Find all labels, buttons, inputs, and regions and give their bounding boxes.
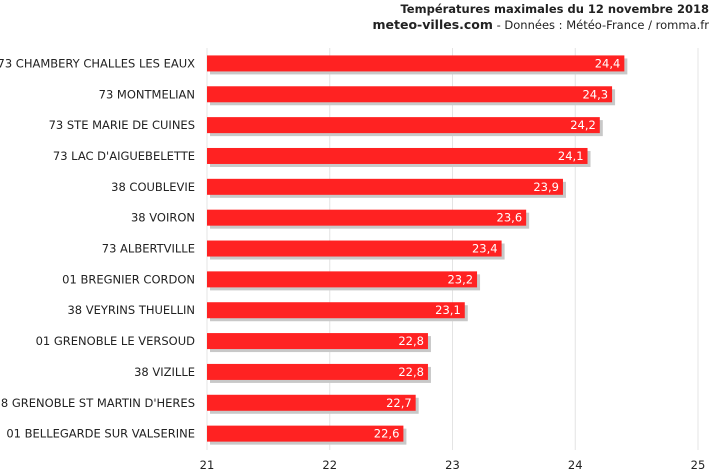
category-label: 73 MONTMELIAN [99,87,195,101]
bar [207,147,588,164]
bar [207,55,625,72]
x-tick-label: 22 [322,458,337,472]
category-label: 38 VOIRON [131,211,195,225]
bar [207,117,600,134]
category-label: 38 VEYRINS THUELLIN [67,303,195,317]
category-labels: 73 CHAMBERY CHALLES LES EAUX 73 MONTMELIA… [0,56,195,440]
bar [207,333,428,350]
category-label: 01 BELLEGARDE SUR VALSERINE [6,427,195,441]
bar-value-label: 24,1 [558,149,584,163]
category-label: 73 CHAMBERY CHALLES LES EAUX [0,56,195,70]
x-tick-label: 24 [568,458,583,472]
bar-value-label: 24,4 [595,56,621,70]
chart-title: Températures maximales du 12 novembre 20… [400,2,709,16]
bar-value-label: 23,4 [472,242,498,256]
bar-value-label: 22,7 [386,396,412,410]
bar [207,271,478,288]
bar [207,178,563,195]
source-line: meteo-villes.com - Données : Météo-Franc… [373,17,710,33]
bars: 24,4 24,3 24,2 24,1 23,9 23,6 23,4 23,2 23,1 22,8… [207,55,628,445]
category-label: 01 BREGNIER CORDON [62,272,195,286]
bar-value-label: 23,6 [497,211,523,225]
category-label: 01 GRENOBLE LE VERSOUD [36,334,196,348]
bar-value-label: 23,2 [447,272,473,286]
bar-value-label: 22,8 [398,334,424,348]
category-label: 38 COUBLEVIE [111,180,195,194]
bar [207,363,428,380]
category-label: 38 GRENOBLE ST MARTIN D'HERES [0,396,195,410]
bar [207,240,502,257]
bar-value-label: 22,8 [398,365,424,379]
site-name: meteo-villes.com [372,17,493,32]
bar-value-label: 23,1 [435,303,461,317]
x-tick-label: 25 [691,458,706,472]
bar [207,302,465,319]
category-label: 38 VIZILLE [134,365,195,379]
bar-value-label: 24,3 [582,87,608,101]
bar-value-label: 23,9 [533,180,559,194]
x-axis-ticks: 21 22 23 24 25 [200,458,706,472]
data-source: - Données : Météo-France / romma.fr [492,18,709,32]
chart-header: Températures maximales du 12 novembre 20… [373,1,710,33]
category-label: 73 LAC D'AIGUEBELETTE [53,149,195,163]
bar [207,86,613,103]
bar [207,425,404,442]
category-label: 73 STE MARIE DE CUINES [49,118,195,132]
category-label: 73 ALBERTVILLE [102,242,195,256]
bar [207,394,416,411]
x-tick-label: 23 [445,458,460,472]
bar-value-label: 22,6 [374,427,400,441]
bar [207,209,527,226]
bar-value-label: 24,2 [570,118,596,132]
x-tick-label: 21 [200,458,215,472]
